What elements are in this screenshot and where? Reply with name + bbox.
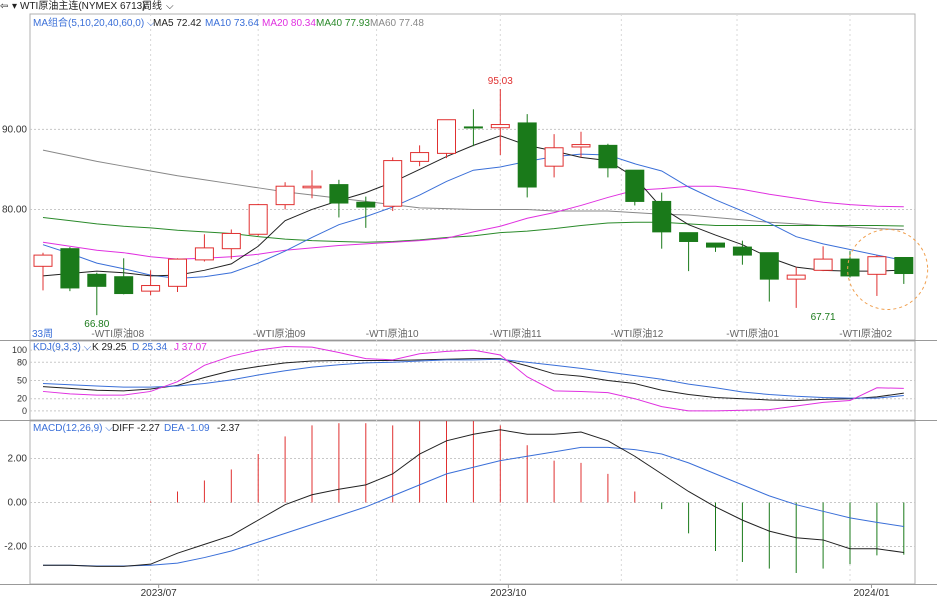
candle-body bbox=[437, 119, 456, 154]
candle-body bbox=[329, 184, 349, 204]
x-axis-tick-label: 2023/10 bbox=[490, 588, 527, 599]
price-axis-tick-label: 80.00 bbox=[2, 204, 27, 215]
candle-body bbox=[571, 144, 591, 148]
candle-body bbox=[786, 274, 806, 280]
dropdown-dot-icon[interactable]: ▾ bbox=[12, 1, 18, 12]
price-legend-item: MA10 73.64 bbox=[205, 18, 259, 29]
kdj-axis-tick-label: 0 bbox=[22, 406, 27, 416]
contract-label: -WTI原油10 bbox=[366, 327, 419, 340]
candle-body bbox=[517, 122, 537, 188]
macd-legend-dea: DEA -1.09 bbox=[164, 423, 210, 434]
contract-label: -WTI原油09 bbox=[253, 327, 306, 340]
macd-dea-line bbox=[43, 446, 904, 567]
x-axis-tick-label: 2024/01 bbox=[853, 588, 890, 599]
candle-body bbox=[383, 160, 403, 207]
candle-body bbox=[706, 242, 725, 248]
contract-label: -WTI原油11 bbox=[490, 327, 542, 340]
kdj-legend-k: K 29.25 bbox=[92, 342, 127, 353]
candle-body bbox=[463, 126, 483, 129]
kdj-axis-tick-label: 80 bbox=[17, 357, 27, 367]
candle-body bbox=[221, 232, 241, 250]
candle-body bbox=[60, 248, 80, 289]
chevron-down-icon[interactable]: ⌵ bbox=[166, 1, 174, 12]
candle-body bbox=[625, 169, 645, 202]
kdj-legend-j: J 37.07 bbox=[174, 342, 207, 353]
kdj-axis-tick-label: 100 bbox=[12, 345, 27, 355]
candle-body bbox=[867, 256, 887, 275]
ma40-line bbox=[42, 216, 904, 243]
macd-legend-diff: DIFF -2.27 bbox=[112, 423, 160, 434]
kdj-k-line bbox=[42, 358, 904, 402]
candle-body bbox=[33, 254, 53, 267]
macd-axis-tick-label: 2.00 bbox=[8, 453, 28, 464]
candle-body bbox=[894, 256, 914, 275]
ma60-line bbox=[42, 149, 904, 231]
kdj-j-line bbox=[42, 345, 904, 412]
candle-body bbox=[732, 246, 752, 256]
candle-body bbox=[410, 152, 430, 162]
candle-body bbox=[87, 273, 107, 287]
macd-legend-value: -2.37 bbox=[217, 423, 240, 434]
candle-body bbox=[275, 185, 295, 206]
price-axis-tick-label: 90.00 bbox=[2, 124, 27, 135]
contract-label: 33周 bbox=[32, 328, 53, 340]
candle-body bbox=[168, 258, 187, 287]
panel-frame bbox=[29, 13, 916, 341]
macd-axis-tick-label: -2.00 bbox=[4, 542, 27, 553]
macd-legend-name: MACD(12,26,9) ⌵ bbox=[33, 423, 113, 434]
price-legend-item: MA组合(5,10,20,40,60,0) ⌵ bbox=[33, 16, 155, 29]
contract-label: -WTI原油02 bbox=[839, 327, 892, 340]
candle-body bbox=[194, 247, 214, 261]
x-axis-tick-label: 2023/07 bbox=[141, 588, 178, 599]
back-arrow-icon[interactable]: ⇦ bbox=[0, 1, 9, 12]
top-bar: ⇦ ▾ WTI原油主连(NYMEX 6713) 周线 ⌵ bbox=[0, 0, 937, 13]
candle-body bbox=[598, 144, 618, 169]
contract-label: -WTI原油08 bbox=[91, 327, 144, 340]
candle-body bbox=[759, 252, 779, 280]
candle-body bbox=[544, 147, 564, 167]
macd-diff-line bbox=[43, 429, 904, 567]
price-legend-item: MA60 77.48 bbox=[370, 18, 424, 29]
candle-body bbox=[141, 285, 161, 292]
candle-body bbox=[356, 201, 376, 208]
candle-body bbox=[840, 258, 860, 277]
price-annotation: 95.03 bbox=[488, 76, 513, 87]
macd-axis-tick-label: 0.00 bbox=[8, 498, 28, 509]
candle-body bbox=[490, 124, 510, 129]
candle-body bbox=[248, 204, 268, 235]
price-legend-item: MA5 72.42 bbox=[153, 18, 202, 29]
kdj-legend-name: KDJ(9,3,3) ⌵ bbox=[33, 342, 92, 353]
price-legend-item: MA20 80.34 bbox=[262, 18, 316, 29]
candle-body bbox=[679, 232, 699, 242]
period-selector[interactable]: 周线 bbox=[142, 1, 162, 12]
highlight-circle bbox=[847, 229, 929, 311]
price-legend-item: MA40 77.93 bbox=[316, 18, 370, 29]
instrument-title[interactable]: WTI原油主连(NYMEX 6713) bbox=[20, 1, 146, 12]
price-annotation: 67.71 bbox=[811, 312, 836, 323]
candle-body bbox=[652, 200, 672, 233]
contract-label: -WTI原油01 bbox=[726, 327, 779, 340]
kdj-axis-tick-label: 20 bbox=[17, 394, 27, 404]
kdj-legend-d: D 25.34 bbox=[132, 342, 167, 353]
kdj-d-line bbox=[42, 358, 904, 399]
price-annotation: 66.80 bbox=[84, 319, 109, 330]
contract-label: -WTI原油12 bbox=[611, 327, 664, 340]
candle-body bbox=[302, 185, 322, 189]
candle-body bbox=[114, 276, 134, 295]
candle-body bbox=[813, 258, 833, 271]
kdj-axis-tick-label: 50 bbox=[17, 376, 27, 386]
